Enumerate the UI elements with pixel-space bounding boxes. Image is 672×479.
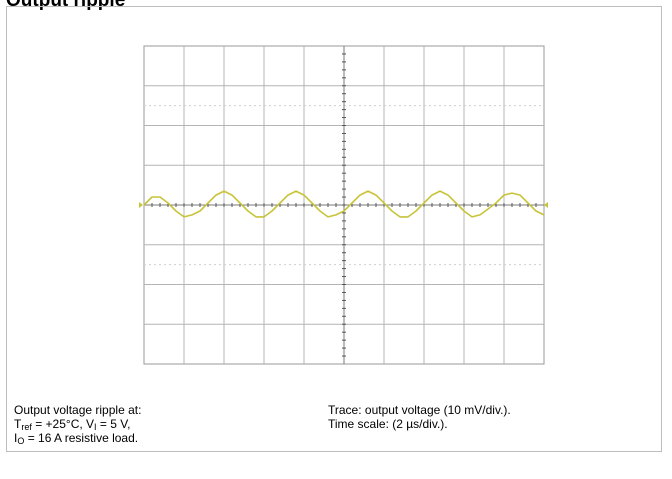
trigger-marker-icon: [544, 202, 548, 208]
vi-subscript: I: [94, 422, 97, 432]
io-symbol: I: [14, 431, 18, 445]
vi-value: = 5 V,: [96, 417, 131, 431]
tref-value: = +25°C,: [31, 417, 87, 431]
caption-line-1: Output voltage ripple at:: [14, 403, 142, 417]
vi-symbol: V: [86, 417, 95, 431]
figure-frame: [6, 6, 662, 452]
caption-line-2: Tref = +25°C, VI = 5 V,: [14, 417, 141, 432]
io-value: = 16 A resistive load.: [24, 431, 139, 445]
caption-trace-line: Trace: output voltage (10 mV/div.).: [328, 403, 511, 417]
tref-subscript: ref: [21, 422, 32, 432]
page-title: Output ripple: [6, 0, 126, 11]
ripple-trace: [143, 190, 545, 218]
channel-marker-icon: [139, 202, 143, 208]
caption-conditions: Output voltage ripple at: Tref = +25°C, …: [14, 403, 142, 446]
caption-line-3: IO = 16 A resistive load.: [14, 431, 141, 446]
caption-timescale-line: Time scale: (2 µs/div.).: [328, 417, 448, 431]
oscilloscope-plot: [139, 45, 548, 365]
caption-trace: Trace: output voltage (10 mV/div.). Time…: [328, 403, 511, 431]
tref-symbol: T: [14, 417, 22, 431]
io-subscript: O: [17, 436, 25, 446]
